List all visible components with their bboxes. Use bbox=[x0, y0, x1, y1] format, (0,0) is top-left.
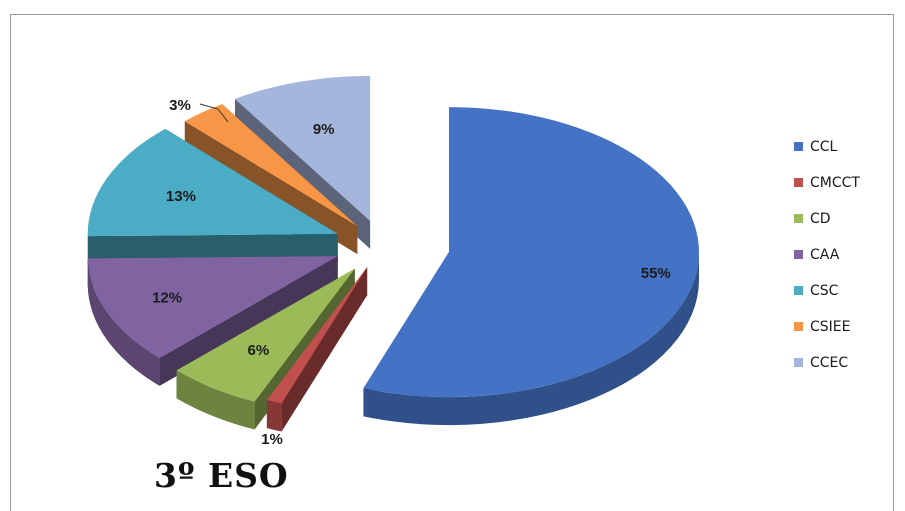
legend-swatch bbox=[794, 250, 803, 259]
leader-line bbox=[199, 103, 229, 123]
data-label-caa: 12% bbox=[152, 290, 182, 307]
legend-label: CSIEE bbox=[810, 318, 851, 335]
data-label-ccl: 55% bbox=[641, 265, 671, 282]
legend-item-cd: CD bbox=[794, 203, 894, 234]
data-label-cmcct: 1% bbox=[261, 431, 283, 448]
pie-slices bbox=[87, 75, 699, 432]
legend: CCL CMCCT CD CAA CSC CSIEE CCEC bbox=[794, 131, 894, 383]
slice-wall bbox=[159, 256, 338, 386]
legend-item-caa: CAA bbox=[794, 239, 894, 270]
data-label-ccec: 9% bbox=[313, 121, 335, 138]
data-label-csc: 13% bbox=[166, 188, 196, 205]
data-label-csiee: 3% bbox=[169, 97, 191, 114]
legend-label: CCEC bbox=[810, 354, 849, 371]
slice-cmcct bbox=[266, 267, 368, 432]
legend-label: CMCCT bbox=[810, 174, 860, 191]
slice-side bbox=[363, 252, 699, 426]
chart-title: 3º ESO bbox=[154, 456, 289, 495]
chart-frame bbox=[10, 14, 894, 511]
slice-side bbox=[176, 370, 255, 430]
legend-swatch bbox=[794, 322, 803, 331]
slice-side bbox=[266, 400, 282, 432]
slice-csc bbox=[87, 128, 338, 265]
slice-wall bbox=[87, 233, 338, 265]
slice-top-cmcct bbox=[266, 267, 368, 404]
legend-swatch bbox=[794, 358, 803, 367]
legend-label: CAA bbox=[810, 246, 840, 263]
legend-label: CD bbox=[810, 210, 831, 227]
legend-swatch bbox=[794, 142, 803, 151]
legend-label: CSC bbox=[810, 282, 839, 299]
slice-top-csc bbox=[87, 128, 338, 237]
legend-item-csiee: CSIEE bbox=[794, 311, 894, 342]
slice-caa bbox=[87, 256, 338, 386]
slice-ccl bbox=[363, 107, 699, 426]
legend-item-cmcct: CMCCT bbox=[794, 167, 894, 198]
slice-top-cd bbox=[176, 268, 355, 402]
legend-swatch bbox=[794, 178, 803, 187]
legend-item-ccl: CCL bbox=[794, 131, 894, 162]
legend-label: CCL bbox=[810, 138, 838, 155]
pie-labels: 55% 1% 6% 12% 13% 3% 9% bbox=[152, 97, 671, 448]
legend-item-csc: CSC bbox=[794, 275, 894, 306]
slice-top-caa bbox=[87, 256, 338, 358]
legend-swatch bbox=[794, 214, 803, 223]
slice-wall bbox=[266, 267, 368, 429]
slice-top-csiee bbox=[184, 104, 358, 227]
slice-side bbox=[87, 258, 160, 386]
legend-item-ccec: CCEC bbox=[794, 347, 894, 378]
data-label-cd: 6% bbox=[248, 342, 270, 359]
legend-swatch bbox=[794, 286, 803, 295]
slice-top-ccl bbox=[363, 107, 699, 398]
slice-top-ccec bbox=[235, 75, 371, 221]
